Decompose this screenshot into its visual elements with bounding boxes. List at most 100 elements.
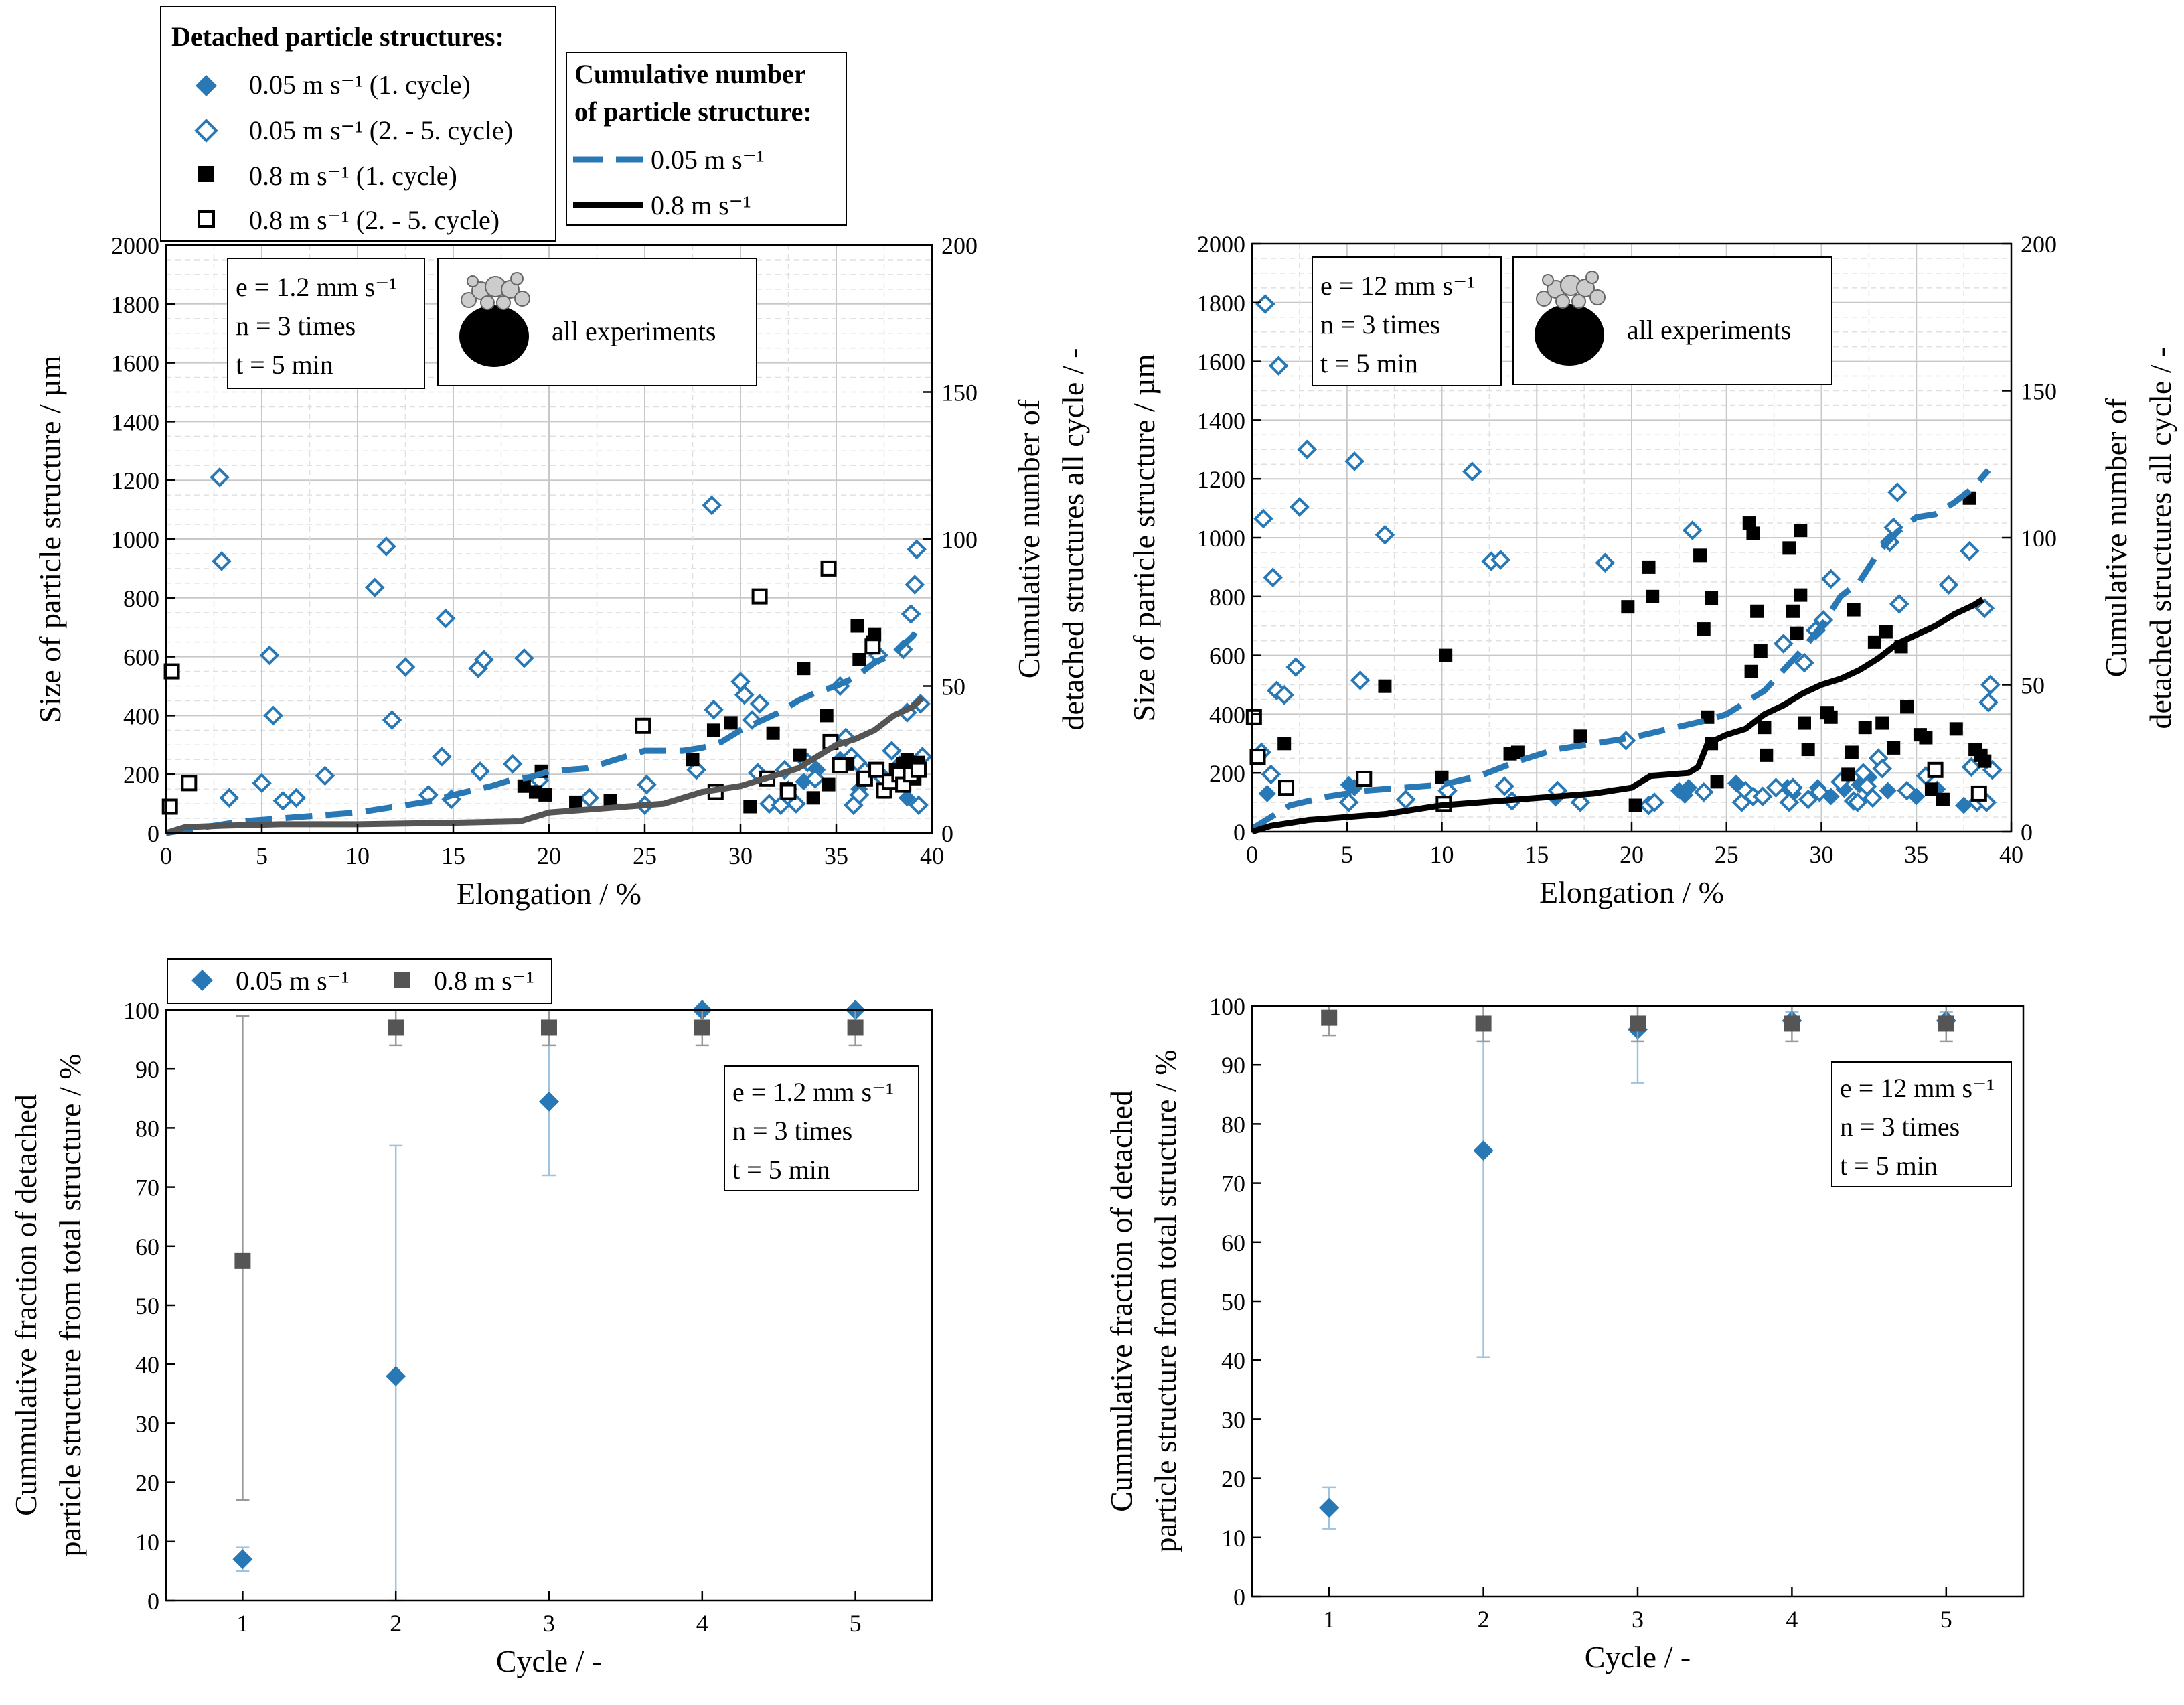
y-tick-label: 70 — [135, 1175, 159, 1201]
y-tick-label: 20 — [135, 1470, 159, 1497]
series-b-5 — [1251, 597, 1984, 835]
y-axis-label-line-1: Cummulative fraction of detached — [1104, 1090, 1138, 1512]
y-tick-label: 40 — [135, 1351, 159, 1378]
legend-bottom-label-gray: 0.8 m s⁻¹ — [434, 966, 534, 996]
data-point — [395, 657, 416, 677]
y-tick-label: 20 — [1221, 1466, 1245, 1493]
data-point — [432, 747, 452, 767]
data-point — [1872, 758, 1893, 779]
data-point — [1773, 634, 1794, 654]
data-point — [1961, 757, 1982, 777]
legend-marker-black-open — [198, 210, 215, 228]
y2-tick-label: 50 — [2021, 672, 2045, 699]
data-point — [1744, 664, 1758, 678]
data-point — [820, 709, 834, 723]
data-point — [793, 748, 807, 762]
chart-d-annotation: e = 12 mm s⁻¹ n = 3 times t = 5 min — [1831, 1061, 2012, 1187]
data-point — [822, 777, 836, 792]
data-point — [514, 648, 534, 668]
legend-lines-title-2: of particle structure: — [574, 96, 812, 127]
y-tick-label: 800 — [123, 585, 159, 612]
legend-marker-blue-open — [194, 119, 218, 143]
legend-label-blue-filled: 0.05 m s⁻¹ (1. cycle) — [249, 70, 471, 100]
y2-tick-label: 0 — [2021, 819, 2033, 846]
data-point — [1682, 520, 1703, 540]
data-point — [1321, 1009, 1338, 1026]
y-tick-label: 60 — [135, 1234, 159, 1260]
data-point — [1758, 721, 1772, 735]
data-point — [1847, 603, 1861, 617]
cumulative-line — [165, 695, 925, 836]
chart-a-note-e: e = 1.2 mm s⁻¹ — [236, 272, 397, 302]
x-tick-label: 40 — [920, 842, 944, 869]
data-point — [635, 717, 651, 734]
y-tick-label: 1600 — [111, 350, 159, 377]
y-tick-label: 600 — [1209, 643, 1245, 670]
data-point — [1261, 764, 1281, 785]
y-tick-label: 1800 — [1197, 290, 1245, 317]
data-point — [181, 775, 198, 792]
data-point — [1782, 541, 1796, 555]
data-point — [900, 753, 914, 767]
data-point — [1879, 782, 1897, 800]
data-point — [259, 645, 280, 666]
data-point — [1473, 1140, 1494, 1161]
data-point — [901, 604, 921, 624]
data-point — [882, 741, 902, 761]
data-point — [1797, 716, 1811, 730]
data-point — [1978, 754, 1992, 768]
y2-tick-label: 200 — [941, 232, 978, 259]
y-tick-label: 90 — [1221, 1052, 1245, 1079]
x-tick-label: 5 — [1940, 1606, 1952, 1633]
data-point — [1879, 625, 1893, 639]
legend-marker-black-filled — [198, 166, 214, 182]
data-point — [771, 795, 791, 816]
y2-axis-label-line-1: Cumulative number of — [1012, 399, 1046, 678]
data-point — [849, 785, 870, 805]
data-point — [1338, 792, 1359, 812]
data-point — [1693, 782, 1714, 802]
y-tick-label: 1800 — [111, 291, 159, 318]
x-tick-label: 4 — [1786, 1606, 1798, 1633]
data-point — [1494, 776, 1514, 796]
data-point — [1475, 1015, 1492, 1032]
data-point — [1268, 356, 1289, 376]
data-point — [1258, 784, 1276, 802]
data-point — [686, 753, 700, 767]
chart-c-note-t: t = 5 min — [732, 1155, 830, 1185]
y-axis-label: Size of particle structure / µm — [1127, 354, 1161, 721]
chart-d-note-t: t = 5 min — [1840, 1151, 1938, 1181]
data-point — [1824, 710, 1838, 724]
chart-a-all-experiments: all experiments — [552, 316, 716, 346]
y-tick-label: 600 — [123, 644, 159, 671]
x-tick-label: 20 — [1620, 841, 1644, 868]
y2-tick-label: 100 — [2021, 525, 2057, 552]
data-point — [1750, 604, 1764, 618]
chart-d-note-e: e = 12 mm s⁻¹ — [1840, 1073, 1995, 1103]
x-axis-label: Cycle / - — [496, 1644, 602, 1678]
data-point — [1847, 792, 1868, 812]
data-point — [1249, 749, 1266, 765]
x-tick-label: 1 — [1323, 1606, 1335, 1633]
data-point — [286, 788, 307, 808]
data-point — [1697, 622, 1711, 636]
y-tick-label: 100 — [1209, 993, 1245, 1020]
y-tick-label: 1200 — [1197, 466, 1245, 493]
x-tick-label: 3 — [543, 1610, 555, 1637]
y-tick-label: 80 — [1221, 1111, 1245, 1138]
y2-tick-label: 100 — [941, 526, 978, 553]
data-point — [473, 650, 494, 670]
data-point — [706, 723, 720, 737]
data-point — [315, 765, 335, 786]
data-point — [1924, 782, 1938, 796]
data-point — [538, 788, 552, 802]
data-point — [724, 716, 738, 730]
data-point — [805, 768, 826, 789]
data-point — [1742, 516, 1756, 530]
x-tick-label: 35 — [1904, 841, 1928, 868]
y-tick-label: 1000 — [1197, 525, 1245, 552]
chart-c-annotation: e = 1.2 mm s⁻¹ n = 3 times t = 5 min — [724, 1065, 919, 1191]
y2-axis-label-line-1: Cumulative number of — [2099, 398, 2133, 677]
